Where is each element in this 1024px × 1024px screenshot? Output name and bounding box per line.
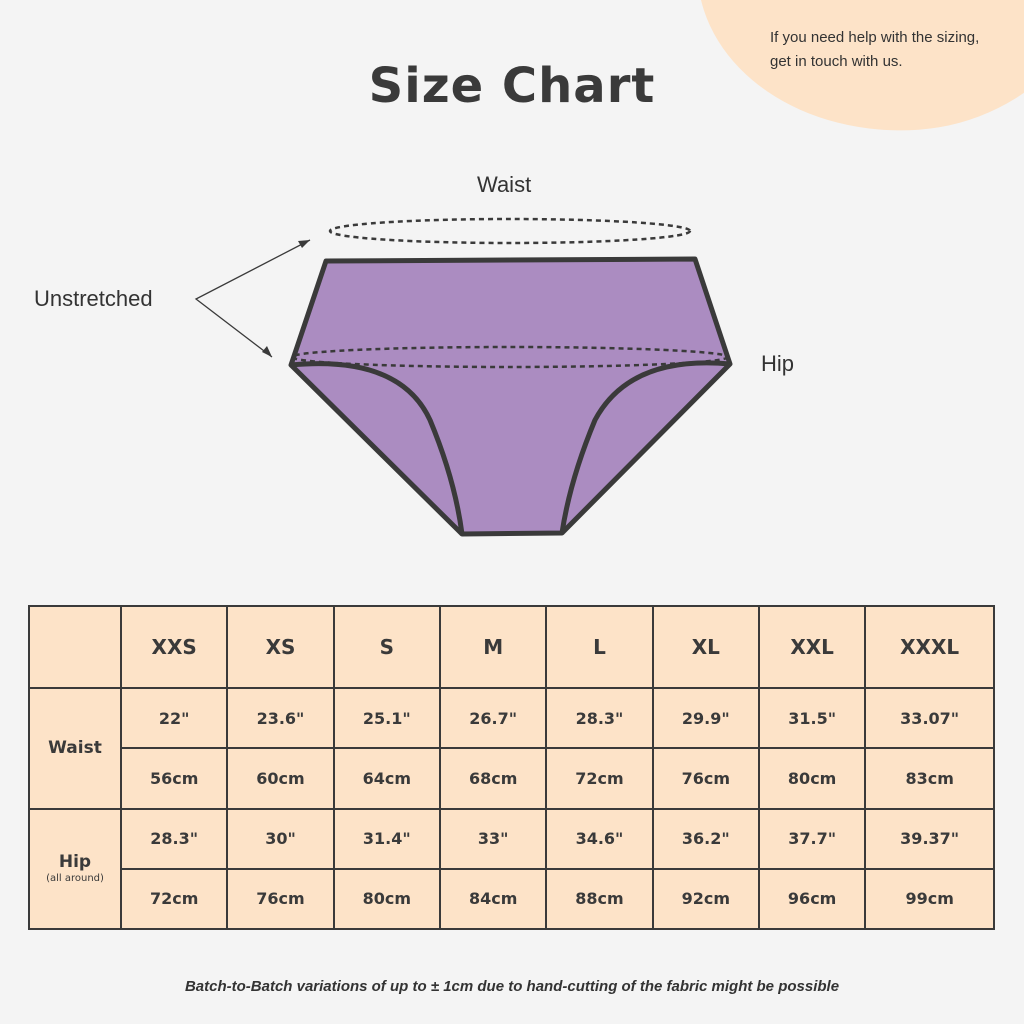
table-cell: 31.4"	[332, 807, 441, 870]
table-cell: 34.6"	[545, 807, 654, 870]
size-header: S	[332, 605, 441, 689]
size-header: M	[438, 605, 548, 689]
table-row: 56cm 60cm 64cm 68cm 72cm 76cm 80cm 83cm	[29, 747, 995, 810]
hip-label-text: Hip	[58, 852, 92, 873]
left-leg-opening	[290, 361, 465, 535]
table-row: Hip (all around) 28.3" 30" 31.4" 33" 34.…	[28, 807, 995, 930]
table-cell: 25.1"	[332, 686, 441, 750]
table-cell: 33"	[438, 807, 548, 870]
table-cell: 28.3"	[545, 686, 654, 750]
table-cell: 72cm	[119, 867, 229, 931]
unstretched-label: Unstretched	[34, 286, 153, 311]
size-table: XXS XS S M L XL XXL XXXL Waist 22" 23.6"…	[28, 605, 995, 931]
table-cell: 29.9"	[651, 686, 760, 750]
table-cell: 28.3"	[119, 807, 229, 870]
hip-label: Hip	[761, 351, 795, 376]
corner-cell	[28, 605, 122, 689]
table-cell: 80cm	[757, 747, 867, 810]
waist-measure-line	[328, 217, 692, 245]
waist-row-label: Waist	[28, 687, 122, 810]
table-cell: 56cm	[119, 747, 229, 810]
table-cell: 76cm	[651, 747, 760, 810]
hip-sublabel: (all around)	[46, 873, 104, 885]
garment-diagram	[194, 217, 733, 537]
size-header: XXL	[757, 605, 867, 689]
help-line: If you need help with the sizing,	[770, 29, 980, 46]
table-cell: 36.2"	[651, 807, 760, 870]
size-header-row: XXS XS S M L XL XXL XXXL	[28, 605, 995, 689]
table-cell: 33.07"	[864, 686, 995, 750]
page-title: Size Chart	[368, 58, 656, 114]
size-header: L	[545, 605, 654, 689]
right-leg-opening	[559, 360, 731, 534]
table-cell: 92cm	[651, 867, 760, 931]
table-cell: 31.5"	[757, 686, 867, 750]
table-cell: 68cm	[438, 747, 548, 810]
table-row: Waist 22" 23.6" 25.1" 26.7" 28.3" 29.9" …	[28, 686, 995, 810]
table-cell: 76cm	[226, 867, 335, 931]
size-header: XL	[651, 605, 760, 689]
table-cell: 60cm	[226, 747, 335, 810]
table-cell: 23.6"	[226, 686, 335, 750]
table-cell: 39.37"	[864, 807, 995, 870]
footnote: Batch-to-Batch variations of up to ± 1cm…	[184, 978, 840, 995]
table-cell: 96cm	[757, 867, 867, 931]
table-cell: 80cm	[332, 867, 441, 931]
table-cell: 84cm	[438, 867, 548, 931]
size-header: XS	[226, 605, 335, 689]
hip-measure-line	[290, 345, 730, 369]
table-cell: 99cm	[864, 867, 995, 931]
table-cell: 30"	[226, 807, 335, 870]
unstretched-arrows	[194, 239, 311, 358]
table-cell: 26.7"	[438, 686, 548, 750]
table-cell: 72cm	[545, 747, 654, 810]
table-cell: 83cm	[864, 747, 995, 810]
table-cell: 64cm	[332, 747, 441, 810]
table-cell: 22"	[119, 686, 229, 750]
garment-shape	[288, 256, 733, 537]
table-row: 72cm 76cm 80cm 84cm 88cm 92cm 96cm 99cm	[29, 867, 995, 931]
help-text: If you need help with the sizing, get in…	[770, 26, 979, 74]
size-header: XXXL	[864, 605, 995, 689]
waist-label: Waist	[477, 172, 532, 197]
table-cell: 37.7"	[757, 807, 867, 870]
hip-row-label: Hip (all around)	[28, 807, 122, 930]
table-cell: 88cm	[545, 867, 654, 931]
help-line: get in touch with us.	[770, 53, 903, 70]
size-header: XXS	[119, 605, 229, 689]
